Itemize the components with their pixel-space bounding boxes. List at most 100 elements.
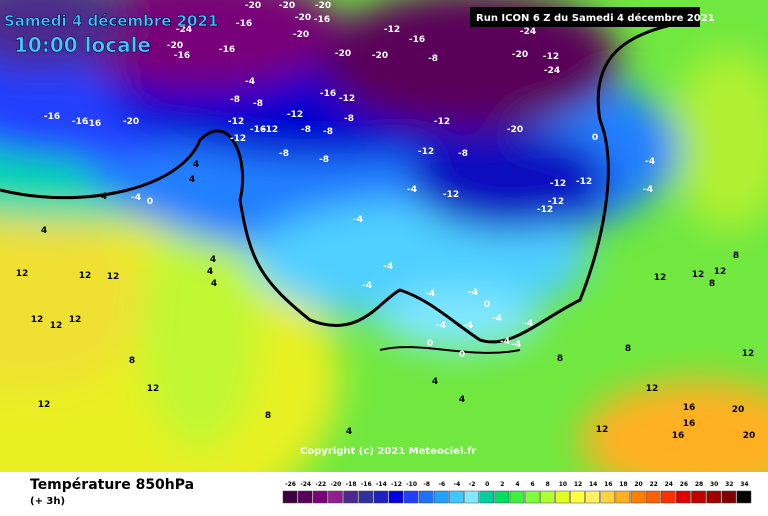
isotherm-label: -8 xyxy=(319,155,329,165)
isotherm-label: -12 xyxy=(262,125,278,135)
isotherm-label: -8 xyxy=(323,127,333,137)
isotherm-label: -4 xyxy=(383,262,393,272)
isotherm-label: -4 xyxy=(131,193,141,203)
isotherm-label: -12 xyxy=(434,117,450,127)
isotherm-label: 8 xyxy=(733,251,739,261)
isotherm-label: 12 xyxy=(38,400,51,410)
isotherm-label: -20 xyxy=(123,117,139,127)
isotherm-label: -4 xyxy=(407,185,417,195)
isotherm-label: 0 xyxy=(147,197,153,207)
isotherm-label: -8 xyxy=(230,95,240,105)
legend-swatch xyxy=(570,490,585,504)
isotherm-label: 12 xyxy=(646,384,659,394)
legend-swatch xyxy=(524,490,540,504)
isotherm-label: -4 xyxy=(643,185,653,195)
isotherm xyxy=(379,346,521,354)
isotherm-label: -12 xyxy=(384,25,400,35)
isotherm-label: -20 xyxy=(512,50,528,60)
legend-tick-label: 0 xyxy=(485,481,489,488)
legend-swatch xyxy=(343,490,358,504)
isotherm-label: 16 xyxy=(683,403,696,413)
isotherm-label: 4 xyxy=(207,267,213,277)
isotherm-label: -4 xyxy=(468,288,478,298)
isotherm-label: 8 xyxy=(265,411,271,421)
isotherm-label: -12 xyxy=(550,179,566,189)
isotherm-label: 12 xyxy=(654,273,667,283)
isotherm-label: 20 xyxy=(732,405,745,415)
legend-swatch xyxy=(403,490,419,504)
isotherm-label: -12 xyxy=(287,110,303,120)
legend-tick-label: 18 xyxy=(619,481,627,488)
legend-swatch xyxy=(555,490,570,504)
isotherm-label: -16 xyxy=(44,112,60,122)
isotherm-label: 12 xyxy=(107,272,120,282)
legend-swatch xyxy=(388,490,404,504)
isotherm-label: -20 xyxy=(372,51,388,61)
isotherm-label: 4 xyxy=(189,175,195,185)
run-box xyxy=(470,7,700,27)
isotherm-label: 12 xyxy=(50,321,63,331)
isotherm-label: -8 xyxy=(344,114,354,124)
legend-swatch xyxy=(509,490,525,504)
legend-swatch xyxy=(691,490,706,504)
legend-tick-label: -14 xyxy=(376,481,387,488)
isotherm-label: 12 xyxy=(596,425,609,435)
legend-tick-label: -18 xyxy=(346,481,357,488)
isotherm-label: 8 xyxy=(557,354,563,364)
isotherm-label: -12 xyxy=(576,177,592,187)
isotherm-label: -16 xyxy=(174,51,190,61)
legend-swatch xyxy=(585,490,600,504)
isotherm-label: -20 xyxy=(507,125,523,135)
isotherm-label: -20 xyxy=(335,49,351,59)
isotherm-label: 0 xyxy=(592,133,598,143)
isotherm-label: -4 xyxy=(436,321,446,331)
map-labels: -24-20-16-20-16-16-20-20 -16-20-20-20 -20-… xyxy=(16,1,756,441)
legend-tick-label: -22 xyxy=(315,481,326,488)
isotherm-label: -20 xyxy=(279,1,295,11)
legend-tick-label: 22 xyxy=(649,481,657,488)
legend-tick-label: 6 xyxy=(531,481,535,488)
isotherm-label: 16 xyxy=(683,419,696,429)
isotherm-label: -4 xyxy=(645,157,655,167)
isotherm-label: -24 xyxy=(176,25,192,35)
legend-tick-label: 26 xyxy=(680,481,688,488)
legend-tick-label: -24 xyxy=(300,481,311,488)
legend-swatch xyxy=(706,490,721,504)
isotherm-label: -16 xyxy=(409,35,425,45)
isotherm-label: -12 xyxy=(543,52,559,62)
isotherm-label: -20 xyxy=(245,1,261,11)
legend-tick-label: 4 xyxy=(515,481,519,488)
isotherm-label: -16 xyxy=(72,117,88,127)
legend-swatch xyxy=(434,490,449,504)
legend-tick-label: -4 xyxy=(454,481,461,488)
legend-tick-label: 32 xyxy=(725,481,733,488)
isotherm-label: 12 xyxy=(692,270,705,280)
legend-swatch xyxy=(721,490,737,504)
isotherm-label: 12 xyxy=(16,269,29,279)
isotherm-label: 4 xyxy=(459,395,465,405)
legend-tick-label: 16 xyxy=(604,481,612,488)
legend-swatch xyxy=(464,490,479,504)
isotherm-label: -4 xyxy=(492,314,502,324)
legend-swatch xyxy=(282,490,298,504)
isotherm-label: -16 xyxy=(250,125,266,135)
isotherm-label: -16 xyxy=(85,119,101,129)
isotherm-label: 4 xyxy=(211,279,217,289)
run-info: Run ICON 6 Z du Samedi 4 décembre 2021 xyxy=(476,12,715,24)
isotherm-label: -4 xyxy=(353,215,363,225)
copyright: Copyright (c) 2021 Meteociel.fr xyxy=(300,446,477,457)
isotherm-label: 16 xyxy=(672,431,685,441)
isotherm-label: 0 xyxy=(484,300,490,310)
isotherm-label: -4 xyxy=(425,289,435,299)
isotherm-label: 4 xyxy=(41,226,47,236)
isotherm-label: -12 xyxy=(230,134,246,144)
legend-swatch xyxy=(630,490,646,504)
isotherm-label: 8 xyxy=(709,279,715,289)
isotherm-label: -16 xyxy=(236,19,252,29)
footer-title: Température 850hPa xyxy=(30,477,194,493)
legend-tick-label: -2 xyxy=(469,481,476,488)
legend-tick-label: 20 xyxy=(634,481,642,488)
legend-swatch xyxy=(418,490,434,504)
isotherm-label: 12 xyxy=(742,349,755,359)
